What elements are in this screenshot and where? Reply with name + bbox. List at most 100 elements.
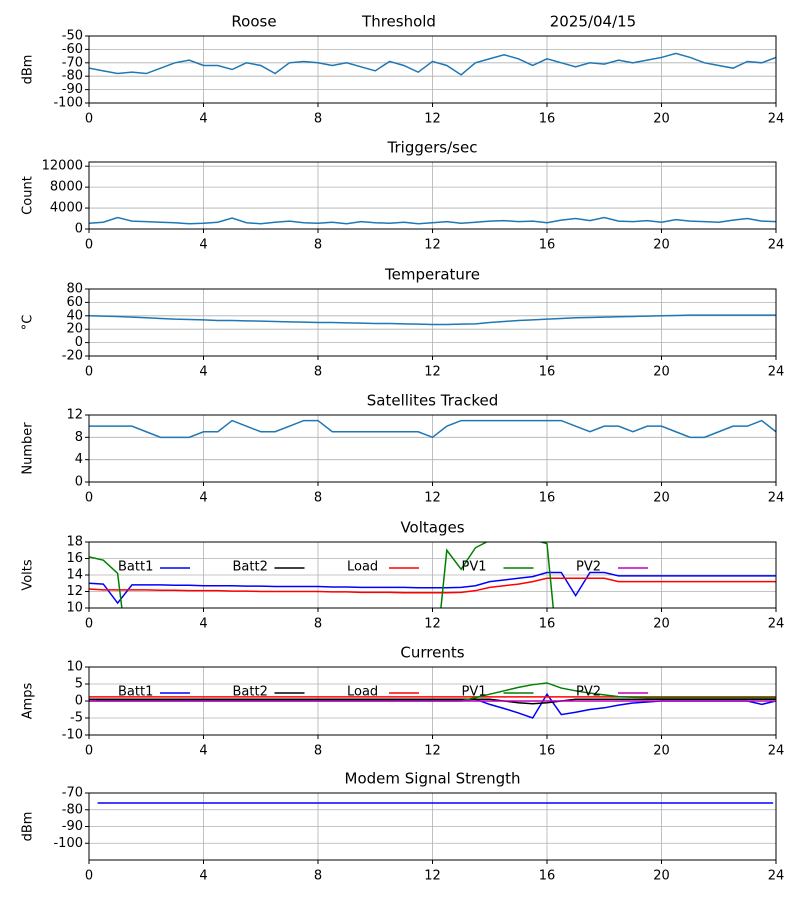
legend-label: PV2 — [576, 560, 601, 575]
x-tick-label: 12 — [424, 869, 441, 884]
y-tick-label: 20 — [66, 322, 83, 337]
y-tick-label: -20 — [62, 349, 83, 364]
y-tick-label: 0 — [75, 335, 83, 350]
x-tick-label: 16 — [539, 238, 556, 253]
x-tick-label: 12 — [424, 112, 441, 127]
x-tick-label: 20 — [653, 869, 670, 884]
x-tick-label: 16 — [539, 491, 556, 506]
y-axis-label: dBm — [21, 55, 36, 85]
chart-title: Triggers/sec — [387, 139, 478, 157]
y-tick-label: 60 — [66, 295, 83, 310]
y-tick-label: 12000 — [42, 159, 83, 174]
y-tick-label: 80 — [66, 282, 83, 297]
x-tick-label: 12 — [424, 365, 441, 380]
x-tick-label: 20 — [653, 238, 670, 253]
x-tick-label: 24 — [768, 491, 785, 506]
y-tick-label: -70 — [62, 786, 83, 801]
y-tick-label: -90 — [62, 819, 83, 834]
y-tick-label: 18 — [66, 535, 83, 550]
y-axis-label: Count — [21, 176, 36, 215]
y-tick-label: -90 — [62, 82, 83, 97]
x-tick-label: 12 — [424, 744, 441, 759]
x-tick-label: 16 — [539, 365, 556, 380]
axes-frame — [88, 161, 777, 230]
x-tick-label: 4 — [199, 491, 207, 506]
axes-frame — [88, 35, 777, 104]
x-tick-label: 0 — [85, 744, 93, 759]
y-tick-label: 0 — [75, 222, 83, 237]
y-tick-label: 14 — [66, 568, 83, 583]
x-tick-label: 16 — [539, 744, 556, 759]
x-tick-label: 8 — [314, 491, 322, 506]
x-tick-label: 8 — [314, 617, 322, 632]
y-tick-label: 4000 — [50, 201, 83, 216]
data-line — [89, 314, 776, 326]
y-axis-label: °C — [21, 315, 36, 331]
y-tick-label: 10 — [66, 601, 83, 616]
x-tick-label: 4 — [199, 112, 207, 127]
legend-label: PV2 — [576, 685, 601, 700]
x-tick-label: 8 — [314, 112, 322, 127]
y-tick-label: 4 — [75, 452, 83, 467]
y-tick-label: -10 — [62, 728, 83, 743]
x-tick-label: 20 — [653, 744, 670, 759]
x-tick-label: 4 — [199, 869, 207, 884]
chart-title: Roose — [231, 13, 276, 31]
y-tick-label: -70 — [62, 55, 83, 70]
chart-title: Voltages — [400, 519, 464, 537]
x-tick-label: 8 — [314, 365, 322, 380]
y-tick-label: 0 — [75, 475, 83, 490]
panel: 0 4 8 12 16 20 24 -10 -5 0 5 10 Currents Amps Batt1 Bat… — [21, 644, 785, 759]
x-tick-label: 24 — [768, 869, 785, 884]
panel: 0 4 8 12 16 20 24 -100-90-80-70-60-50 Roose Thres… — [21, 13, 785, 127]
x-tick-label: 12 — [424, 617, 441, 632]
x-tick-label: 0 — [85, 491, 93, 506]
x-tick-label: 24 — [768, 238, 785, 253]
x-tick-label: 12 — [424, 491, 441, 506]
y-tick-label: -50 — [62, 29, 83, 44]
axes-frame — [88, 666, 777, 736]
x-tick-label: 20 — [653, 617, 670, 632]
legend-label: Load — [347, 560, 378, 575]
legend-label: Batt2 — [233, 560, 268, 575]
legend-label: Load — [347, 685, 378, 700]
axes-frame — [88, 288, 777, 357]
data-line — [89, 419, 776, 439]
data-line — [89, 52, 776, 76]
x-tick-label: 4 — [199, 365, 207, 380]
plot-area — [89, 682, 776, 719]
y-tick-label: 16 — [66, 551, 83, 566]
legend-label: PV1 — [462, 685, 487, 700]
axes-frame — [88, 414, 777, 483]
x-tick-label: 20 — [653, 491, 670, 506]
data-line — [89, 571, 776, 605]
x-tick-label: 8 — [314, 744, 322, 759]
plot-area — [89, 542, 776, 608]
plot-area — [89, 419, 776, 439]
chart-title: 2025/04/15 — [550, 13, 636, 31]
y-tick-label: -100 — [53, 836, 83, 851]
y-tick-label: -100 — [53, 96, 83, 111]
x-tick-label: 24 — [768, 744, 785, 759]
y-tick-label: 40 — [66, 308, 83, 323]
legend-label: Batt1 — [118, 560, 153, 575]
x-tick-label: 0 — [85, 238, 93, 253]
x-tick-label: 16 — [539, 617, 556, 632]
chart-title: Temperature — [384, 266, 480, 284]
x-tick-label: 0 — [85, 869, 93, 884]
panel: 0 4 8 12 16 20 24 0 4 8 12 Satellites Tracked Number — [21, 392, 785, 506]
y-tick-label: 12 — [66, 408, 83, 423]
chart-title: Currents — [400, 644, 464, 662]
x-tick-label: 16 — [539, 112, 556, 127]
data-line — [89, 698, 776, 705]
y-axis-label: Number — [21, 422, 36, 475]
y-tick-label: 12 — [66, 584, 83, 599]
y-tick-label: -80 — [62, 69, 83, 84]
chart-title: Satellites Tracked — [367, 392, 498, 410]
x-tick-label: 12 — [424, 238, 441, 253]
x-tick-label: 24 — [768, 365, 785, 380]
x-tick-label: 4 — [199, 744, 207, 759]
